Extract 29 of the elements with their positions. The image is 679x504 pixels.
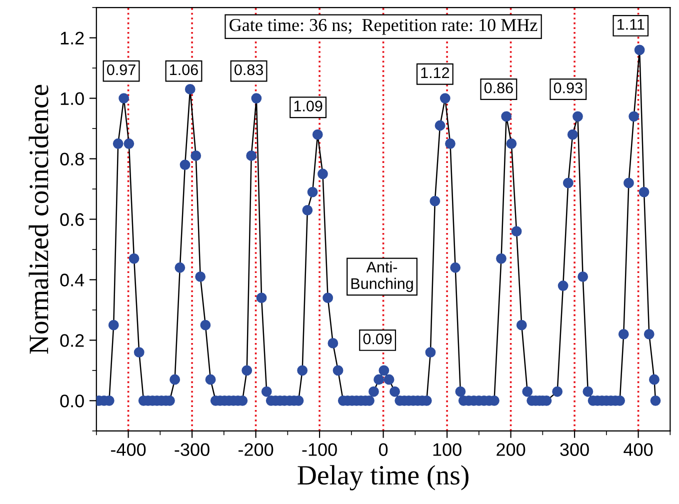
x-tick-label: 300	[560, 443, 589, 456]
y-tick-label: 0.0	[60, 394, 84, 408]
annotation: 1.06	[170, 64, 198, 76]
annotation: 0.86	[484, 82, 513, 94]
x-tick-label: -300	[174, 443, 210, 456]
x-tick-label: 0	[378, 443, 388, 456]
annotation: 0.93	[554, 82, 582, 94]
y-tick-label: 1.2	[60, 32, 84, 44]
x-axis-title: Delay time (ns)	[298, 465, 468, 490]
x-tick-label: -200	[238, 443, 274, 456]
annotation: Anti- Bunching	[351, 261, 413, 292]
annotation: 1.09	[294, 100, 322, 112]
y-tick-label: 0.8	[60, 152, 84, 166]
annotation: 0.83	[234, 64, 263, 76]
annotation: Gate time: 36 ns; Repetition rate: 10 MHz	[230, 18, 538, 35]
y-axis-title: Normalized coincidence	[28, 84, 48, 354]
x-tick-label: 100	[433, 443, 462, 456]
annotation: 0.97	[107, 64, 136, 76]
y-tick-label: 0.6	[60, 213, 84, 226]
y-tick-label: 0.2	[60, 334, 84, 347]
x-tick-label: 400	[624, 443, 653, 456]
x-tick-label: 200	[496, 443, 526, 456]
x-tick-label: -400	[111, 443, 146, 456]
annotation: 1.12	[421, 67, 450, 78]
annotation: 1.11	[618, 19, 644, 30]
x-tick-label: -100	[302, 443, 337, 456]
annotation: 0.09	[363, 333, 392, 344]
y-tick-label: 0.4	[60, 274, 84, 286]
y-tick-label: 1.0	[60, 92, 84, 105]
